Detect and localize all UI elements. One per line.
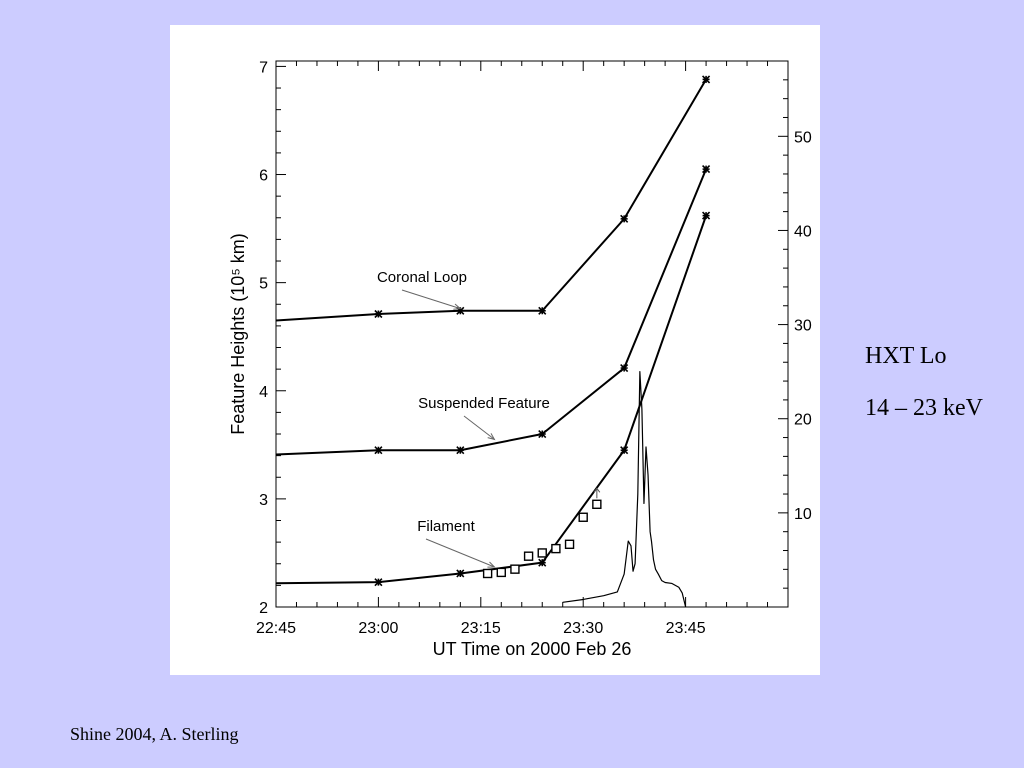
filament-square-marker — [578, 512, 588, 522]
series-line — [275, 78, 707, 322]
axes — [275, 60, 789, 608]
asterisk-marker — [702, 211, 711, 220]
asterisk-marker — [374, 309, 383, 319]
asterisk-marker — [620, 446, 629, 455]
y-tick-label: 2 — [259, 600, 268, 617]
data-layer — [275, 75, 711, 608]
asterisk-marker — [702, 165, 711, 174]
annotation-arrowhead — [453, 303, 462, 310]
y2-tick-label: 30 — [794, 318, 812, 335]
credit-line: Shine 2004, A. Sterling — [70, 724, 239, 744]
x-tick-label: 23:15 — [461, 620, 501, 637]
filament-square-marker — [496, 567, 506, 578]
asterisk-marker — [374, 578, 383, 587]
x-axis-label: UT Time on 2000 Feb 26 — [433, 639, 632, 659]
asterisk-marker — [702, 75, 711, 84]
hxt-channel-label: HXT Lo — [865, 343, 947, 369]
asterisk-marker — [538, 558, 547, 567]
filament-square-marker — [592, 499, 602, 509]
filament-square-marker — [564, 539, 575, 549]
annotation-arrowhead — [487, 433, 496, 441]
label-layer: 22:45 23:00 23:15 23:30 23:45 2 3 4 5 6 7 10 20 30 40 5… — [228, 59, 812, 659]
light-curve-line — [562, 371, 687, 608]
y-tick-label: 3 — [259, 492, 268, 509]
plot-panel: 22:45 23:00 23:15 23:30 23:45 2 3 4 5 6 7 10 20 30 40 5… — [170, 25, 820, 675]
x-tick-label: 23:30 — [563, 620, 603, 637]
asterisk-marker — [620, 214, 629, 223]
filament-square-marker — [537, 548, 547, 558]
annotation-arrowhead — [487, 561, 496, 568]
y-axis-label: Feature Heights (10⁵ km) — [228, 233, 248, 435]
feature-heights-chart: 22:45 23:00 23:15 23:30 23:45 2 3 4 5 6 7 10 20 30 40 5… — [228, 59, 812, 659]
plot-frame — [275, 60, 789, 608]
asterisk-marker — [538, 429, 547, 439]
asterisk-marker — [538, 306, 547, 315]
y-tick-label: 6 — [259, 168, 268, 185]
y2-tick-label: 50 — [794, 129, 812, 146]
upper-limit-arrowhead — [593, 487, 601, 493]
y-tick-label: 4 — [259, 384, 268, 401]
y-tick-label: 7 — [259, 59, 268, 76]
annotation-label: Filament — [417, 518, 475, 535]
x-tick-label: 22:45 — [256, 620, 296, 637]
annotation-arrow — [463, 415, 495, 440]
y2-tick-label: 40 — [794, 223, 812, 240]
asterisk-marker — [456, 446, 465, 455]
annotation-arrow — [425, 538, 495, 568]
hxt-energy-band-label: 14 – 23 keV — [865, 395, 983, 421]
filament-square-marker — [523, 551, 534, 561]
x-tick-label: 23:00 — [358, 620, 398, 637]
series-line — [275, 168, 708, 456]
filament-square-marker — [482, 568, 493, 579]
annotation-label: Suspended Feature — [418, 395, 550, 412]
x-tick-label: 23:45 — [666, 620, 706, 637]
y2-tick-label: 10 — [794, 506, 812, 523]
filament-square-marker — [510, 564, 520, 574]
y-tick-label: 5 — [259, 276, 268, 293]
annotation-label: Coronal Loop — [377, 269, 467, 286]
asterisk-marker — [456, 569, 465, 578]
asterisk-marker — [620, 363, 629, 373]
filament-square-marker — [551, 543, 561, 554]
y2-tick-label: 20 — [794, 412, 812, 429]
asterisk-marker — [374, 446, 383, 455]
annotation-arrow — [401, 289, 461, 310]
